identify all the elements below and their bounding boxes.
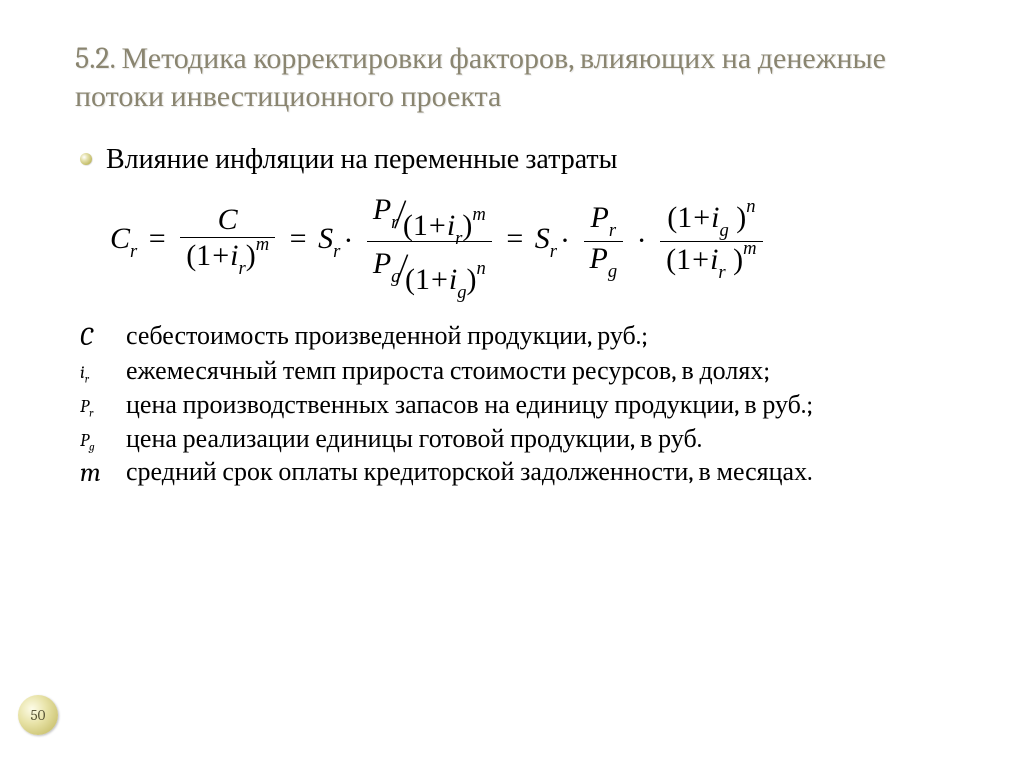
definition-symbol: Pg xyxy=(80,423,126,455)
definition-symbol: Pr xyxy=(80,389,126,421)
definition-row: mсредний срок оплаты кредиторской задолж… xyxy=(80,456,964,491)
main-formula: Cr = C (1+ir)m = Sr· Pr/(1+ir)m Pg/(1+ig… xyxy=(110,190,964,292)
definition-row: Cсебестоимость произведенной продукции, … xyxy=(80,320,964,355)
definition-text: ежемесячный темп прироста стоимости ресу… xyxy=(126,355,770,389)
definition-symbol: C xyxy=(80,320,126,355)
definition-text: средний срок оплаты кредиторской задолже… xyxy=(126,456,812,490)
page-number-badge: 50 xyxy=(18,695,58,735)
definition-row: irежемесячный темп прироста стоимости ре… xyxy=(80,355,964,389)
definition-row: Prцена производственных запасов на едини… xyxy=(80,389,964,423)
bullet-text: Влияние инфляции на переменные затраты xyxy=(106,143,617,176)
definition-text: цена реализации единицы готовой продукци… xyxy=(126,423,702,457)
page-number: 50 xyxy=(31,706,46,724)
definition-text: цена производственных запасов на единицу… xyxy=(126,389,813,423)
slide-title: 5.2. Методика корректировки факторов, вл… xyxy=(75,40,964,115)
bullet-icon xyxy=(80,153,92,165)
definition-symbol: ir xyxy=(80,355,126,387)
definition-row: Pgцена реализации единицы готовой продук… xyxy=(80,423,964,457)
definition-text: себестоимость произведенной продукции, р… xyxy=(126,320,648,354)
definitions-list: Cсебестоимость произведенной продукции, … xyxy=(80,320,964,491)
definition-symbol: m xyxy=(80,456,126,491)
bullet-item: Влияние инфляции на переменные затраты xyxy=(80,143,964,176)
